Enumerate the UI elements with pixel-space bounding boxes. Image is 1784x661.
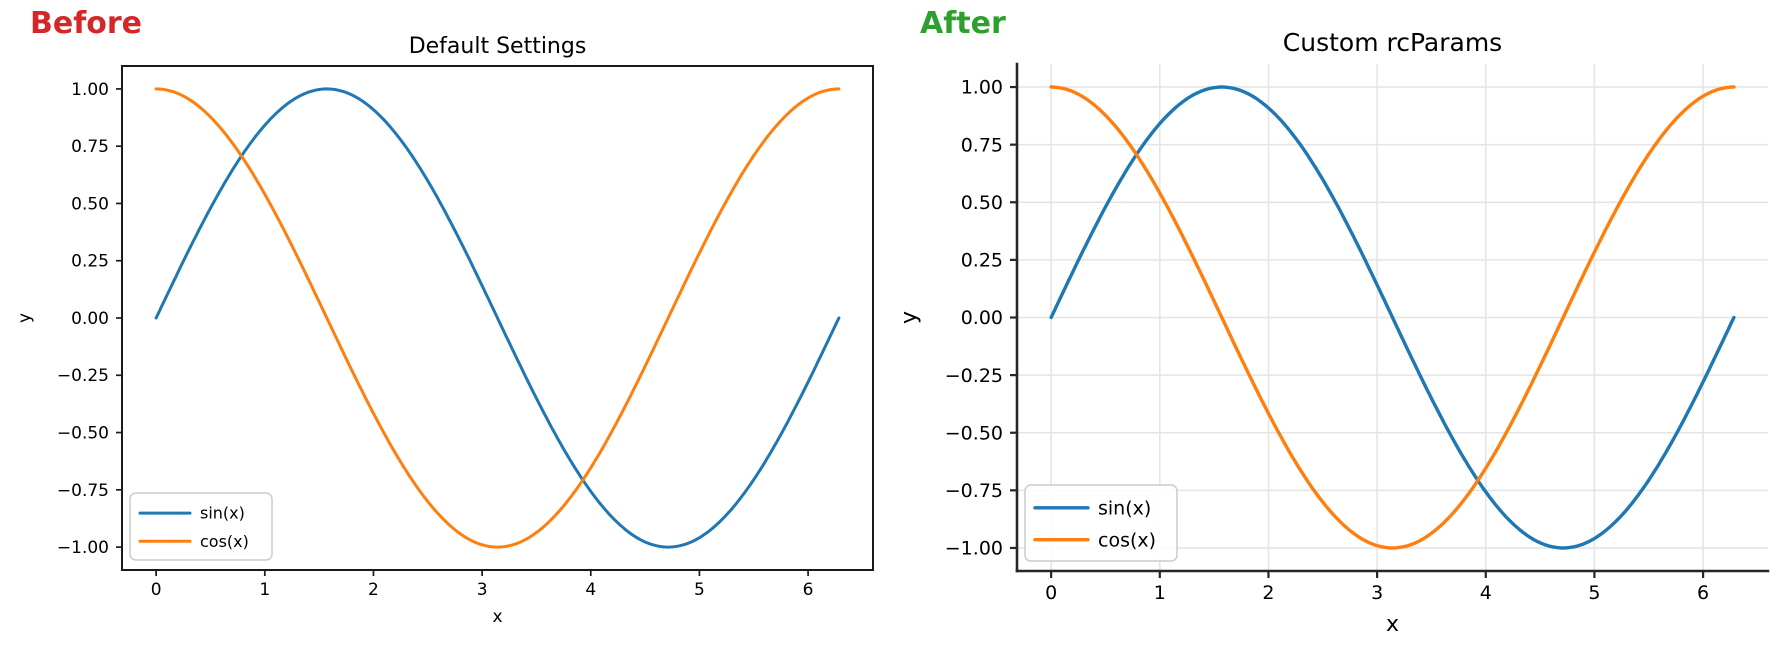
y-tick-label: −1.00 (945, 538, 1003, 560)
x-tick-label: 3 (1371, 582, 1383, 604)
y-tick-label: −0.50 (945, 422, 1003, 444)
x-tick-label: 4 (585, 580, 596, 600)
after-label: After (920, 6, 1006, 41)
y-tick-label: −0.75 (57, 481, 109, 501)
sin-curve (1049, 85, 1736, 550)
x-axis-label: x (1386, 612, 1399, 637)
y-axis-label: y (897, 311, 922, 324)
x-tick-label: 3 (477, 580, 488, 600)
chart-default-settings: 0 1 2 3 4 5 6 −1.00 −0.75 −0.50 −0.25 0.00 0.25 0.50 0… (15, 34, 874, 627)
y-tick-label: −0.50 (57, 423, 109, 443)
y-tick-label: 0.75 (961, 134, 1003, 156)
x-tick-label: 2 (368, 580, 379, 600)
y-tick-label: 0.00 (961, 307, 1003, 329)
legend-box (129, 492, 273, 561)
y-tick-label: −1.00 (57, 538, 109, 558)
y-tick-label: 0.00 (71, 309, 109, 329)
x-tick-label: 6 (1697, 582, 1709, 604)
x-tick-label: 5 (694, 580, 705, 600)
x-tick-label: 1 (259, 580, 270, 600)
cos-curve (1049, 85, 1736, 550)
y-axis-label: y (15, 313, 35, 323)
legend-entry-label: sin(x) (1098, 497, 1151, 519)
x-tick-label: 5 (1588, 582, 1600, 604)
y-tick-label: 0.25 (961, 250, 1003, 272)
y-tick-label: −0.25 (57, 366, 109, 386)
y-tick-label: 0.75 (71, 137, 109, 157)
x-tick-label: 4 (1480, 582, 1492, 604)
y-tick-label: −0.25 (945, 365, 1003, 387)
x-axis-label: x (492, 607, 502, 627)
y-tick-label: 0.50 (961, 192, 1003, 214)
y-tick-label: 1.00 (71, 80, 109, 100)
chart-title: Default Settings (409, 34, 587, 59)
chart-title: Custom rcParams (1283, 28, 1502, 57)
legend-entry-label: sin(x) (200, 504, 245, 523)
legend-entry-label: cos(x) (200, 532, 249, 551)
x-tick-label: 1 (1154, 582, 1166, 604)
legend-box (1024, 484, 1178, 562)
y-tick-label: 1.00 (961, 77, 1003, 99)
x-tick-label: 0 (1045, 582, 1057, 604)
x-tick-label: 0 (151, 580, 162, 600)
y-tick-label: −0.75 (945, 480, 1003, 502)
before-label: Before (30, 6, 143, 41)
sin-curve (154, 87, 841, 549)
x-tick-label: 6 (803, 580, 814, 600)
legend-entry-label: cos(x) (1098, 529, 1156, 551)
y-tick-label: 0.25 (71, 252, 109, 272)
y-tick-label: 0.50 (71, 194, 109, 214)
cos-curve (154, 87, 841, 549)
x-tick-label: 2 (1262, 582, 1274, 604)
chart-custom-rcparams: 0 1 2 3 4 5 6 −1.00 −0.75 −0.50 −0.25 0.00 0.25 0.50 0… (897, 28, 1770, 637)
